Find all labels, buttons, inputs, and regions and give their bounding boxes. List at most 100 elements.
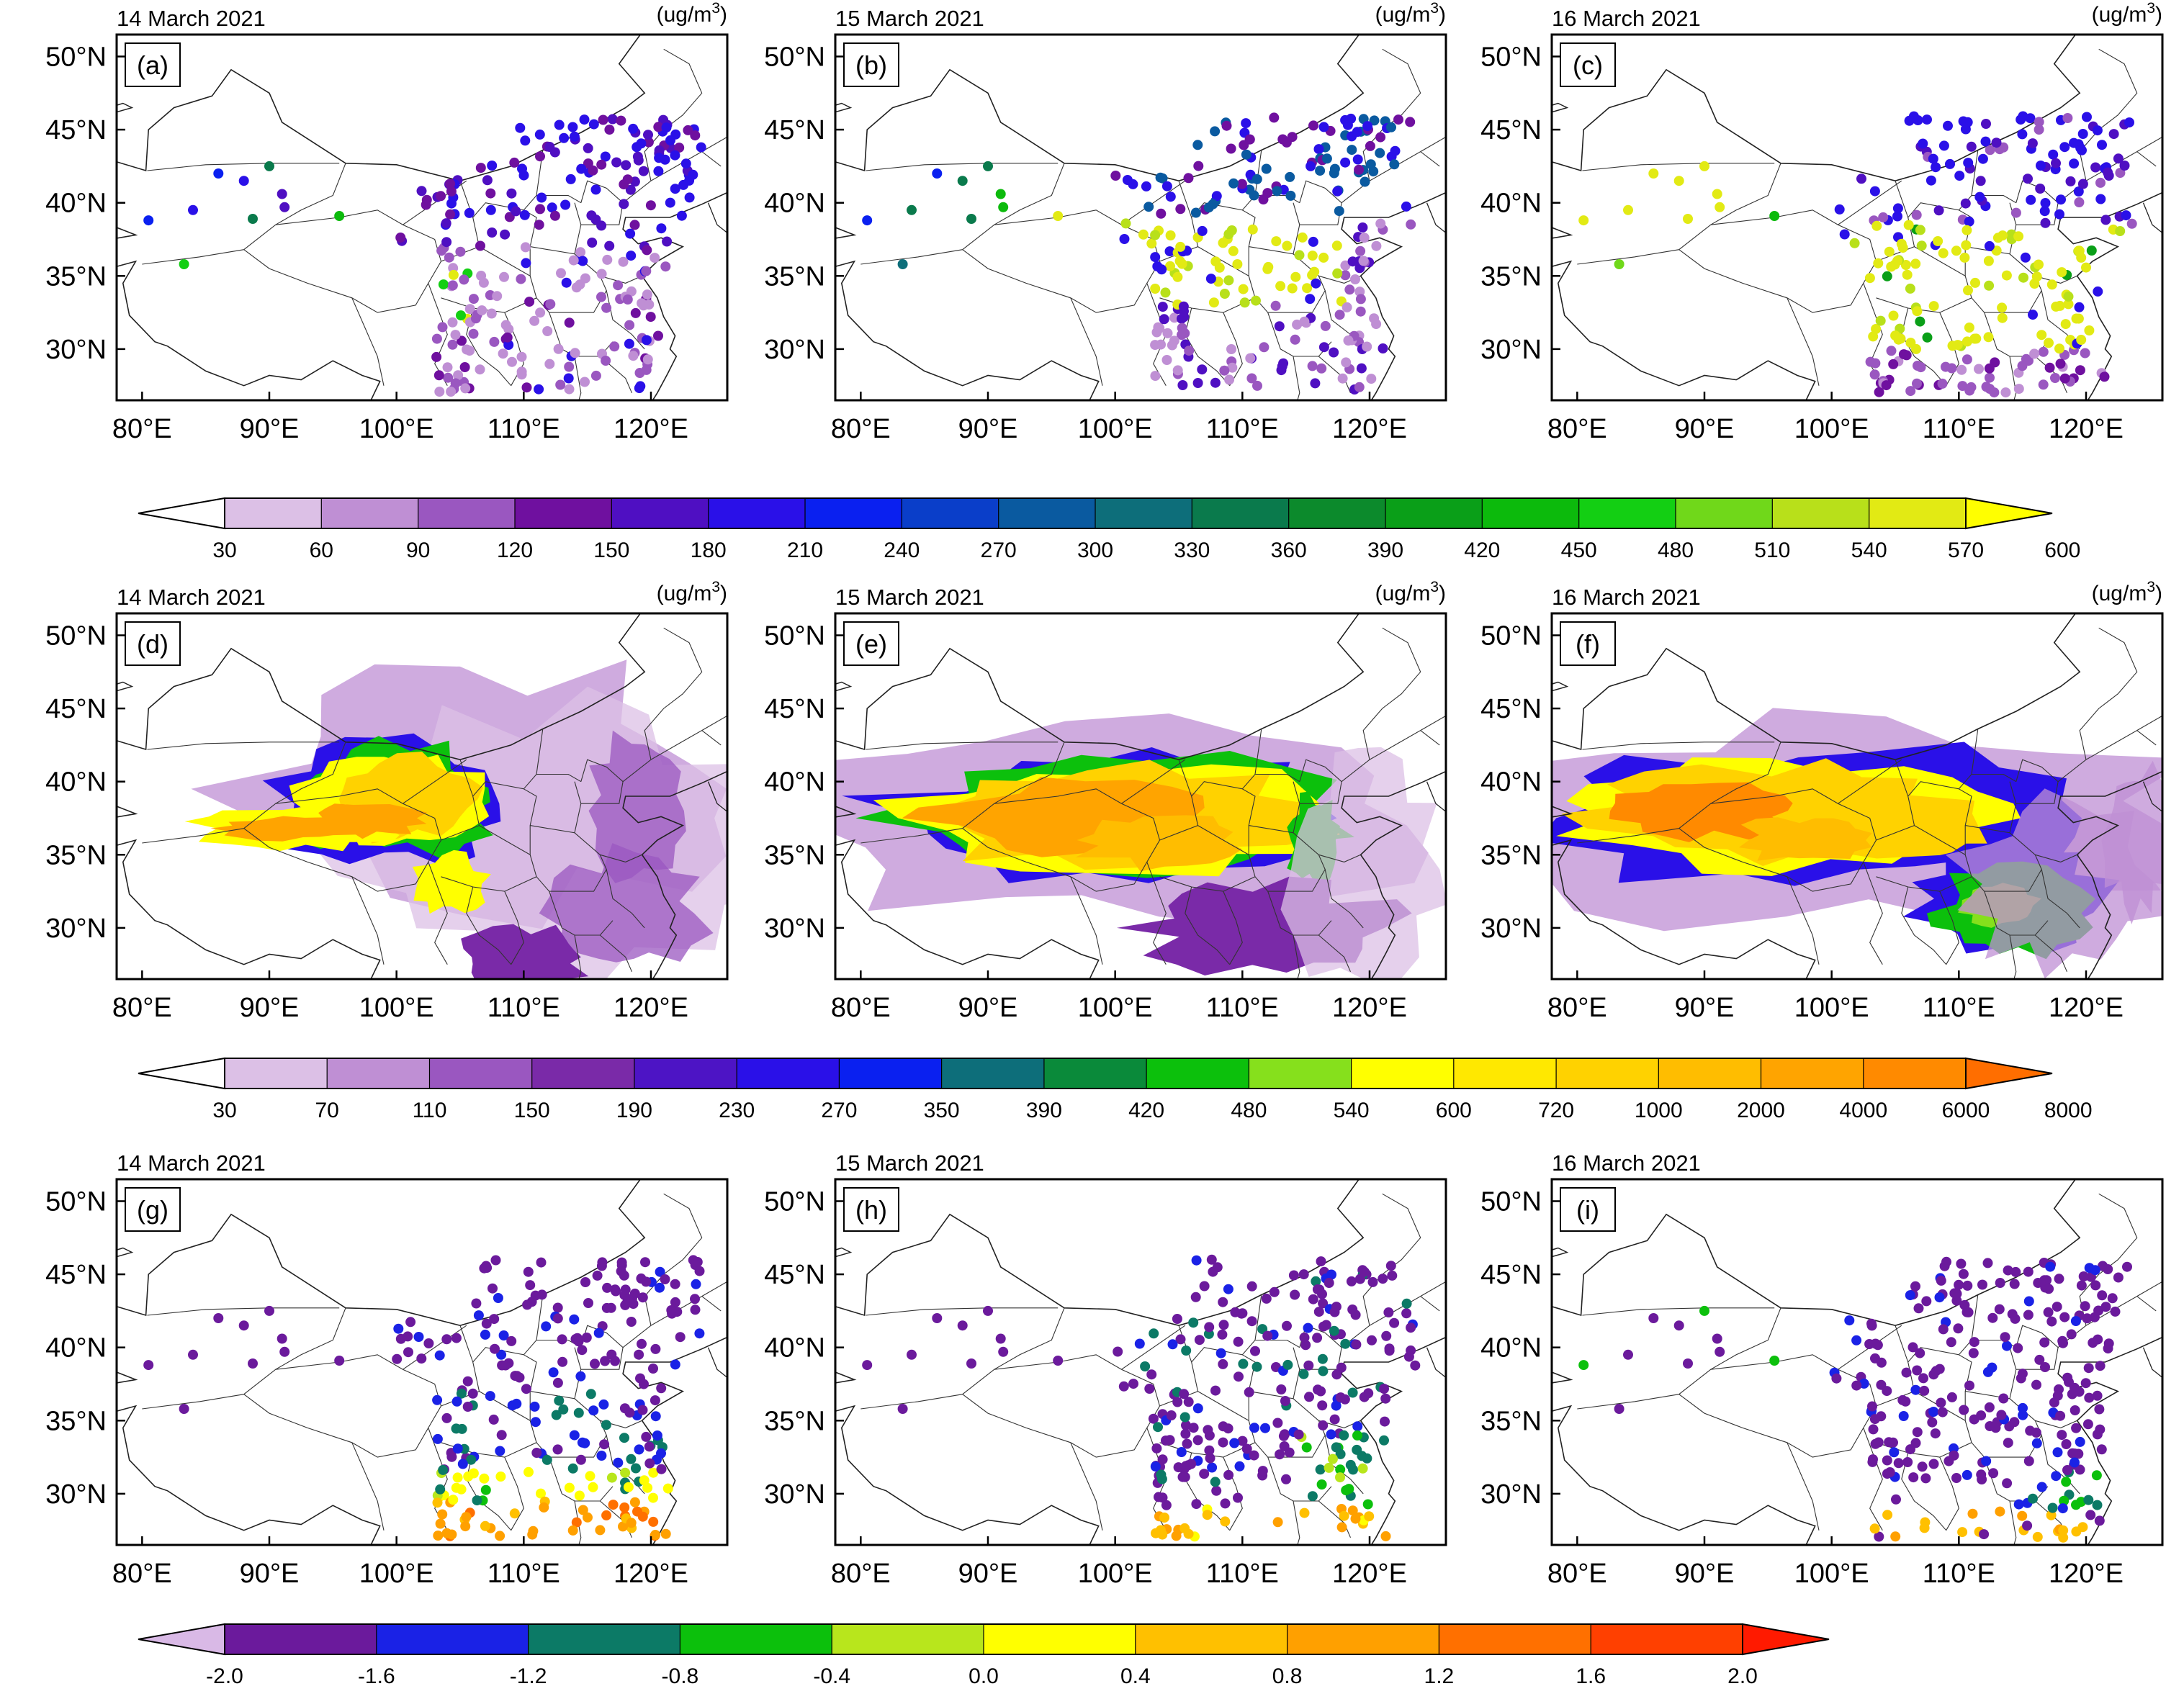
station-marker: [595, 1525, 606, 1536]
province-border: [1223, 891, 1243, 965]
station-marker: [1308, 1294, 1318, 1304]
colorbar-tick-label: 2.0: [1727, 1664, 1758, 1688]
province-border: [574, 934, 582, 979]
station-marker: [445, 209, 456, 220]
station-marker: [1197, 364, 1208, 375]
station-marker: [1889, 1447, 1900, 1458]
station-marker: [1159, 314, 1169, 325]
station-marker: [1699, 161, 1709, 171]
colorbar-swatch: [1146, 1058, 1250, 1089]
station-marker: [1344, 284, 1355, 295]
station-marker: [1232, 259, 1243, 269]
station-marker: [531, 1448, 542, 1458]
province-border: [2009, 934, 2017, 979]
station-marker: [1161, 1500, 1172, 1510]
station-marker: [1951, 1473, 1961, 1483]
station-marker: [452, 1472, 463, 1483]
lon-tick-label: 100°E: [359, 414, 434, 444]
station-marker: [2003, 1265, 2013, 1276]
station-marker: [1990, 1423, 2001, 1433]
province-border: [1939, 1456, 1959, 1531]
lat-tick-label: 35°N: [45, 261, 107, 292]
station-marker: [2063, 299, 2074, 310]
station-marker: [1233, 1492, 1243, 1503]
station-marker: [2095, 177, 2106, 188]
station-marker: [552, 1313, 563, 1324]
station-marker: [569, 1314, 580, 1325]
station-marker: [2103, 1264, 2113, 1274]
lake-balkhash: [1552, 1247, 1569, 1258]
station-marker: [907, 1349, 917, 1360]
lon-tick-label: 120°E: [614, 993, 688, 1023]
province-border: [147, 742, 340, 750]
station-marker: [423, 1338, 434, 1348]
station-marker: [1893, 334, 1904, 345]
station-marker: [1167, 340, 1177, 351]
colorbar-swatch: [736, 1058, 840, 1089]
station-marker: [1389, 159, 1400, 170]
colorbar-swatch: [1095, 497, 1193, 529]
station-marker: [590, 184, 601, 195]
station-marker: [1578, 215, 1589, 226]
station-marker: [1886, 346, 1897, 356]
station-marker: [1344, 1484, 1354, 1495]
colorbar-swatch: [804, 497, 903, 529]
station-marker: [1182, 1438, 1192, 1449]
station-marker: [1332, 186, 1343, 197]
station-marker: [1917, 1461, 1928, 1472]
station-marker: [2084, 1263, 2095, 1274]
station-marker: [2023, 173, 2033, 184]
station-marker: [534, 220, 544, 230]
colorbar-swatch: [611, 497, 709, 529]
station-marker: [1957, 1527, 1968, 1538]
station-marker: [1210, 1477, 1221, 1487]
station-marker: [438, 1464, 449, 1475]
province-border: [701, 715, 727, 731]
lake-balkhash: [835, 1247, 853, 1258]
station-marker: [1282, 1359, 1293, 1370]
station-marker: [1930, 1428, 1941, 1439]
station-marker: [1910, 1384, 1921, 1395]
station-marker: [2081, 262, 2091, 273]
station-marker: [529, 1401, 540, 1412]
station-marker: [568, 255, 579, 266]
station-marker: [1282, 1320, 1292, 1331]
panel-date: 16 March 2021: [1552, 585, 1701, 610]
station-marker: [2055, 1410, 2066, 1421]
station-marker: [580, 377, 590, 387]
station-marker: [1959, 1405, 1969, 1415]
station-marker: [536, 192, 547, 203]
station-marker: [665, 135, 675, 145]
panel-label: (b): [855, 50, 887, 80]
station-marker: [2094, 1515, 2105, 1526]
station-marker: [1199, 1281, 1210, 1292]
station-marker: [862, 215, 873, 226]
province-border: [1959, 788, 1972, 855]
station-marker: [1313, 144, 1324, 155]
station-marker: [2031, 1428, 2041, 1438]
station-marker: [1150, 230, 1161, 240]
station-marker: [656, 1383, 667, 1394]
station-marker: [1239, 297, 1250, 308]
country-border: [1552, 1179, 2162, 1545]
colorbar-swatch: [1658, 1058, 1762, 1089]
province-border: [1895, 760, 1909, 797]
province-border: [580, 759, 624, 804]
station-marker: [2093, 1305, 2104, 1316]
station-marker: [2092, 1390, 2103, 1401]
station-marker: [2010, 1266, 2021, 1277]
station-marker: [635, 381, 646, 392]
station-marker: [1341, 357, 1352, 368]
lat-tick-label: 35°N: [45, 840, 107, 870]
province-border: [701, 136, 727, 153]
station-marker: [2071, 1423, 2082, 1433]
station-marker: [431, 351, 442, 362]
station-marker: [1188, 1423, 1199, 1433]
station-marker: [2056, 194, 2066, 205]
station-marker: [1893, 1458, 1904, 1469]
station-marker: [264, 161, 274, 171]
colorbar-1: 30 60 90 120 150 180 210 240 270 300 330 360 390 420 4…: [138, 497, 2080, 562]
station-marker: [2099, 371, 2110, 382]
station-marker: [1983, 332, 1994, 343]
station-marker: [441, 1412, 452, 1423]
